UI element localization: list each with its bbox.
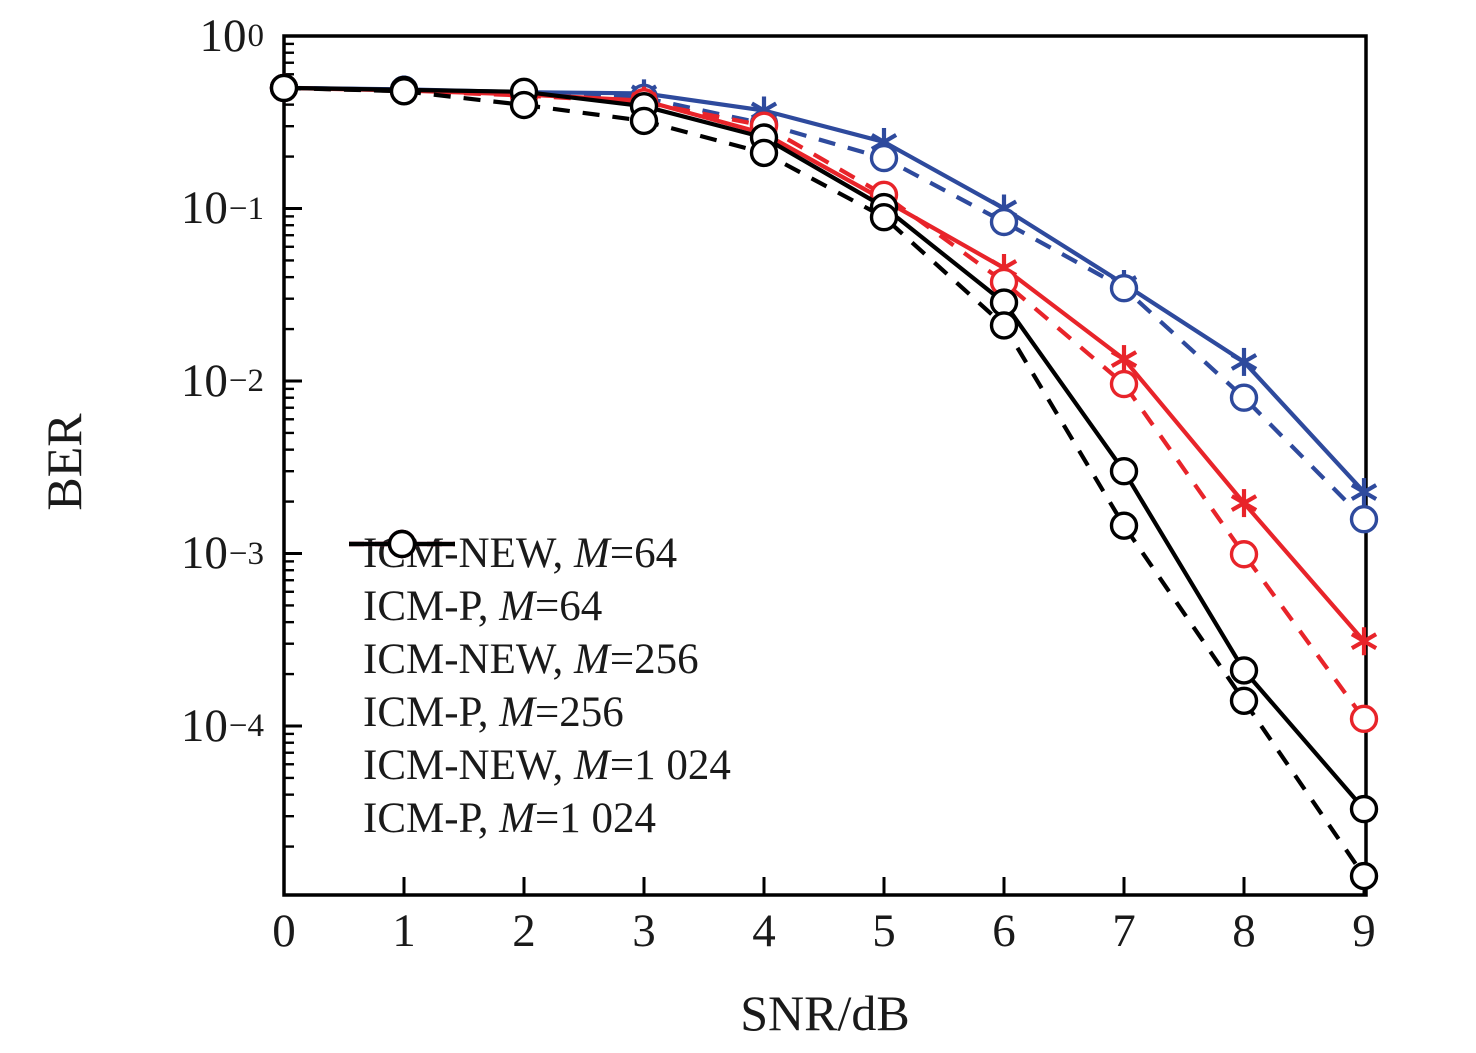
x-tick-label: 0 bbox=[272, 905, 296, 957]
data-point-marker bbox=[269, 73, 299, 103]
data-point-marker bbox=[1349, 505, 1379, 534]
series-icm-p-m-1-024 bbox=[269, 73, 1379, 891]
legend-item: ICM-NEW, M=1 024 bbox=[347, 529, 731, 792]
x-axis-label: SNR/dB bbox=[740, 985, 910, 1041]
legend-label: ICM-P, M=64 bbox=[363, 583, 603, 630]
x-tick-label: 8 bbox=[1232, 905, 1256, 957]
legend-label: ICM-NEW, M=1 024 bbox=[363, 742, 731, 789]
data-point-marker bbox=[1109, 511, 1139, 540]
x-tick-label: 1 bbox=[392, 905, 416, 957]
data-point-marker bbox=[1229, 656, 1259, 685]
data-point-marker bbox=[1109, 456, 1139, 486]
plot-border bbox=[282, 34, 1368, 897]
data-point-marker bbox=[1350, 632, 1378, 651]
x-tick-label: 7 bbox=[1112, 905, 1136, 957]
x-tick-label: 4 bbox=[752, 905, 776, 957]
series-line bbox=[283, 85, 1366, 494]
data-point-marker bbox=[1349, 794, 1379, 824]
data-point-marker bbox=[989, 207, 1019, 237]
x-tick-label: 6 bbox=[992, 905, 1016, 957]
y-tick-label: 10 −1 bbox=[180, 182, 264, 234]
data-point-marker bbox=[1349, 861, 1379, 891]
data-point-marker bbox=[509, 90, 539, 120]
y-tick-label: 10 −3 bbox=[180, 527, 264, 579]
y-tick-label: 10 0 bbox=[199, 9, 265, 62]
legend-label: ICM-NEW, M=256 bbox=[363, 636, 699, 683]
legend-item: ICM-P, M=256 bbox=[347, 529, 731, 739]
data-point-marker bbox=[629, 106, 659, 136]
x-tick-label: 5 bbox=[872, 905, 896, 957]
series-line bbox=[283, 85, 1366, 878]
data-point-marker bbox=[1349, 704, 1379, 734]
axis-ticks bbox=[282, 34, 1366, 895]
data-point-marker bbox=[1229, 383, 1259, 412]
data-point-marker bbox=[1109, 274, 1139, 303]
data-point-marker bbox=[1229, 540, 1259, 569]
data-point-marker bbox=[1109, 369, 1139, 399]
x-tick-label: 9 bbox=[1352, 905, 1376, 957]
data-point-marker bbox=[989, 311, 1019, 340]
y-axis-label: BER bbox=[36, 413, 92, 511]
data-point-marker bbox=[749, 138, 779, 168]
data-point-marker bbox=[1230, 494, 1258, 512]
data-point-marker bbox=[1229, 686, 1259, 715]
legend-item: ICM-P, M=64 bbox=[347, 529, 731, 633]
series-line bbox=[283, 85, 1366, 721]
y-tick-label: 10 −4 bbox=[180, 699, 264, 752]
y-tick-label: 10 −2 bbox=[180, 354, 264, 407]
x-tick-label: 3 bbox=[632, 905, 656, 957]
series-line bbox=[283, 85, 1366, 811]
data-point-marker bbox=[869, 203, 899, 232]
legend-label: ICM-P, M=1 024 bbox=[363, 795, 657, 842]
legend-item: ICM-P, M=1 024 bbox=[347, 529, 731, 845]
data-point-marker bbox=[1230, 353, 1258, 371]
x-tick-label: 2 bbox=[512, 905, 536, 957]
data-point-marker bbox=[389, 77, 419, 106]
data-point-marker bbox=[387, 529, 417, 559]
data-point-marker bbox=[869, 143, 899, 173]
legend-label: ICM-P, M=256 bbox=[363, 689, 624, 736]
data-point-marker bbox=[1110, 350, 1138, 368]
data-point-marker bbox=[1350, 483, 1378, 501]
legend-sample-line bbox=[349, 529, 455, 559]
legend-item: ICM-NEW, M=256 bbox=[347, 530, 731, 686]
legend: ICM-NEW, M=64 ICM-P, M=64 ICM-NEW, M=256 IC… bbox=[347, 527, 731, 845]
